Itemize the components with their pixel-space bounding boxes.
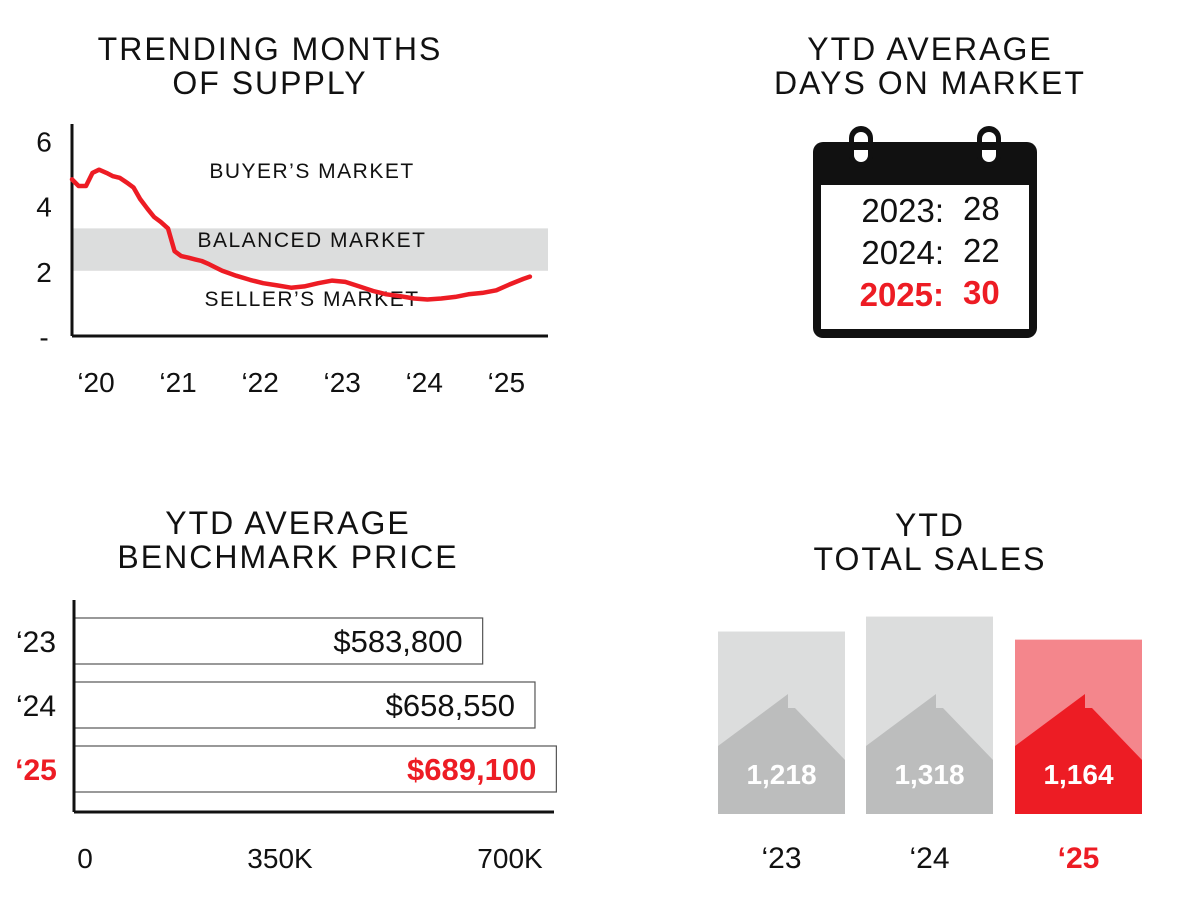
dom-year: 2024: bbox=[861, 234, 944, 271]
x-tick-label: ‘24 bbox=[406, 367, 443, 398]
price-title-line-1: YTD AVERAGE bbox=[165, 505, 411, 541]
sales-title-line-1: YTD bbox=[895, 507, 965, 543]
dom-value: 22 bbox=[963, 232, 1000, 269]
sales-value-label: 1,318 bbox=[894, 759, 964, 790]
price-x-tick-label: 700K bbox=[477, 843, 543, 874]
buyers-market-label: BUYER’S MARKET bbox=[209, 160, 414, 183]
calendar-icon bbox=[813, 126, 1037, 338]
sales-title-line-2: TOTAL SALES bbox=[813, 541, 1047, 577]
price-value-label: $689,100 bbox=[407, 752, 536, 787]
supply-series-line bbox=[69, 167, 533, 302]
sales-category-label: ‘23 bbox=[761, 842, 801, 875]
sales-value-label: 1,164 bbox=[1043, 759, 1113, 790]
sellers-market-label: SELLER’S MARKET bbox=[204, 288, 419, 311]
dom-title-line-2: DAYS ON MARKET bbox=[774, 65, 1086, 101]
dom-year: 2023: bbox=[861, 192, 944, 229]
dom-value: 30 bbox=[963, 274, 1000, 311]
price-category-label: ‘23 bbox=[16, 626, 56, 659]
dom-title-line-1: YTD AVERAGE bbox=[807, 31, 1053, 67]
dom-year: 2025: bbox=[859, 276, 944, 313]
sales-category-label: ‘25 bbox=[1058, 842, 1100, 875]
price-x-tick-label: 350K bbox=[247, 843, 313, 874]
price-chart-title: YTD AVERAGE BENCHMARK PRICE bbox=[78, 506, 498, 574]
dom-row: 2024: 22 bbox=[820, 232, 1040, 276]
sales-category-label: ‘24 bbox=[909, 842, 949, 875]
supply-title-line-2: OF SUPPLY bbox=[172, 65, 368, 101]
sales-chart: 1,218 ‘23 1,318 ‘24 1,164 ‘25 bbox=[718, 616, 1142, 875]
supply-title-line-1: TRENDING MONTHS bbox=[97, 31, 443, 67]
sales-value-label: 1,218 bbox=[746, 759, 816, 790]
price-value-label: $658,550 bbox=[386, 688, 515, 723]
x-tick-label: ‘20 bbox=[77, 367, 114, 398]
price-category-label: ‘25 bbox=[15, 754, 57, 787]
house-shape bbox=[718, 694, 845, 814]
balanced-market-band bbox=[72, 228, 548, 271]
dom-row: 2025: 30 bbox=[820, 274, 1040, 318]
x-tick-label: ‘25 bbox=[488, 367, 525, 398]
price-bar bbox=[73, 681, 536, 729]
price-x-tick-label: 0 bbox=[77, 843, 93, 874]
dom-value: 28 bbox=[963, 190, 1000, 227]
price-title-line-2: BENCHMARK PRICE bbox=[117, 539, 459, 575]
y-tick-label: 6 bbox=[36, 126, 52, 157]
y-tick-label: 2 bbox=[36, 257, 52, 288]
x-tick-label: ‘21 bbox=[159, 367, 196, 398]
y-tick-label: - bbox=[39, 322, 48, 353]
house-shape bbox=[866, 694, 993, 814]
house-shape bbox=[1015, 694, 1142, 814]
price-category-label: ‘24 bbox=[16, 690, 56, 723]
balanced-market-label: BALANCED MARKET bbox=[197, 229, 426, 252]
sales-chart-title: YTD TOTAL SALES bbox=[720, 508, 1140, 576]
price-chart: $583,800 ‘23 $658,550 ‘24 $689,100 ‘25 0 350K 70… bbox=[15, 600, 557, 874]
price-value-label: $583,800 bbox=[333, 624, 462, 659]
supply-chart-title: TRENDING MONTHS OF SUPPLY bbox=[60, 32, 480, 100]
x-tick-label: ‘22 bbox=[241, 367, 278, 398]
x-tick-label: ‘23 bbox=[324, 367, 361, 398]
y-tick-label: 4 bbox=[36, 192, 52, 223]
dom-rows: 2023: 28 2024: 22 2025: 30 bbox=[820, 190, 1040, 318]
dom-row: 2023: 28 bbox=[820, 190, 1040, 234]
price-bar bbox=[73, 745, 557, 793]
price-bar bbox=[73, 617, 484, 665]
supply-chart: 6 4 2 -‘20 ‘21 ‘22 ‘23 ‘24 ‘25 BUYER’S MARKET BALA… bbox=[36, 124, 548, 398]
dom-title: YTD AVERAGE DAYS ON MARKET bbox=[720, 32, 1140, 100]
